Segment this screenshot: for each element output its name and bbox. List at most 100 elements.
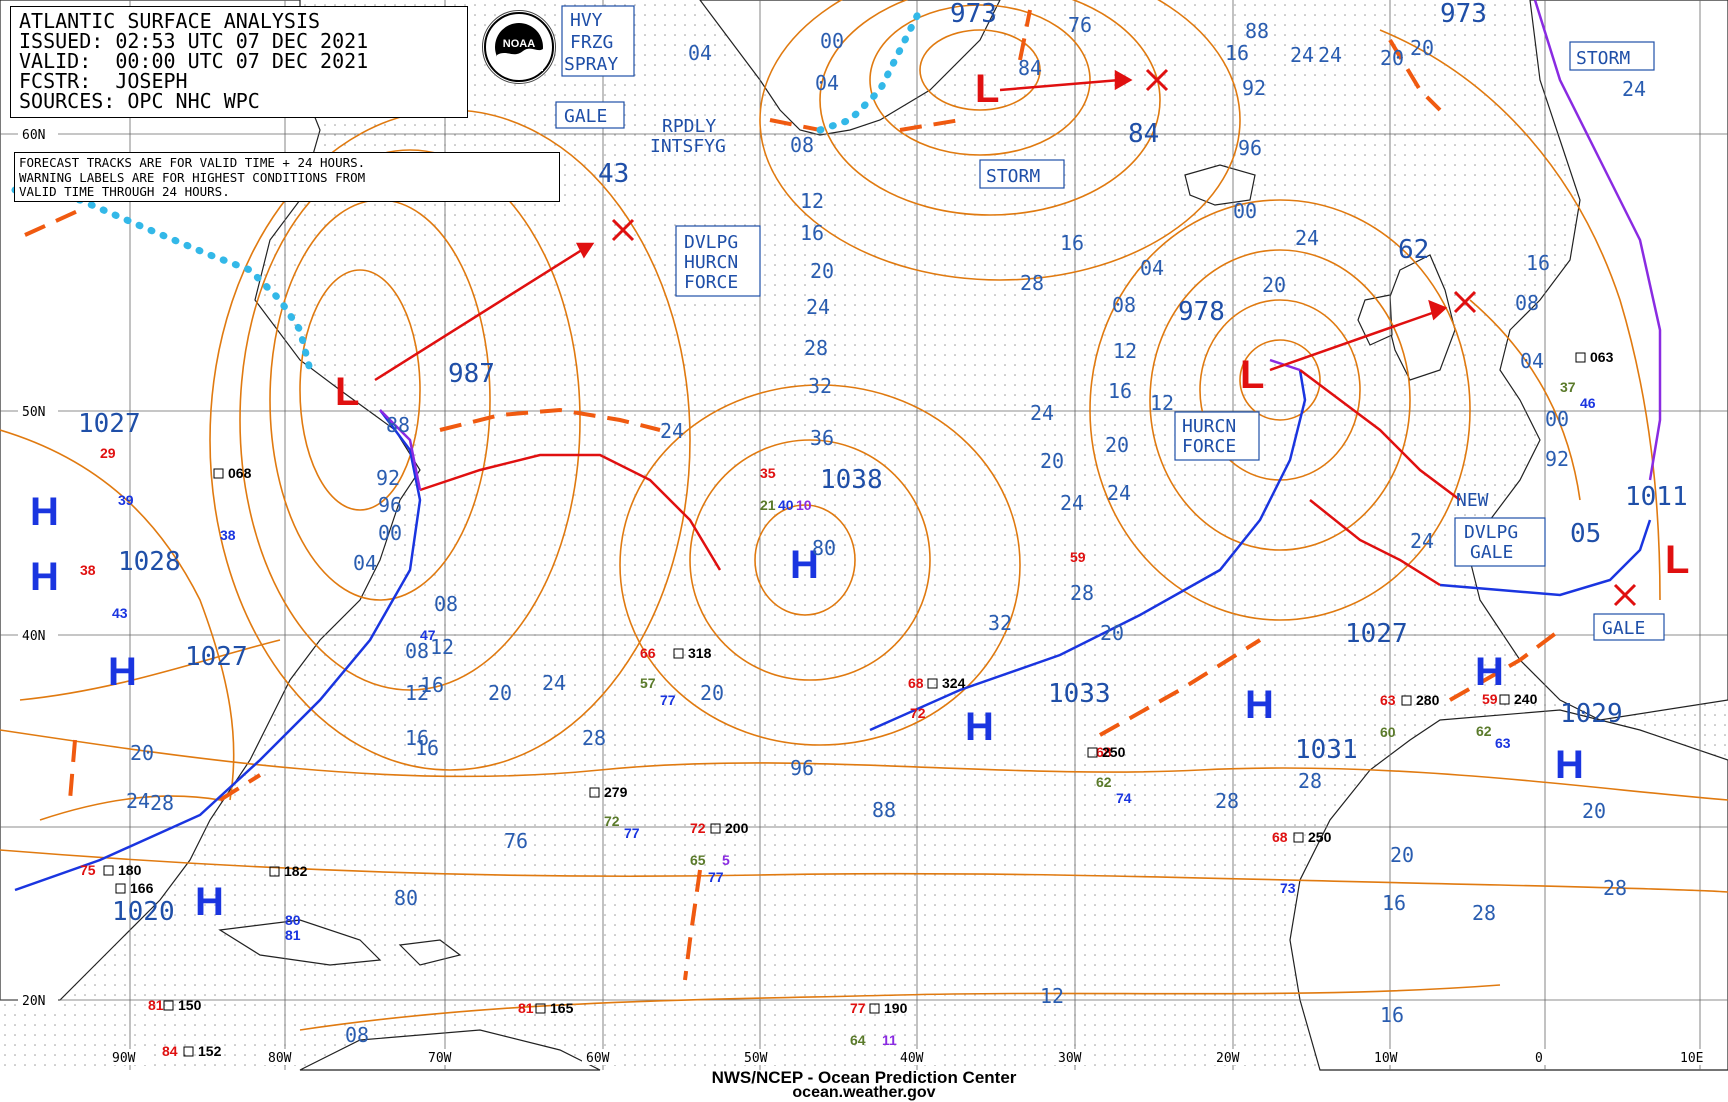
greenland-coast <box>699 0 1001 136</box>
isobar-label: 20 <box>1105 433 1129 457</box>
forecast-tracks <box>374 69 1448 382</box>
isobar-label: 96 <box>1238 136 1262 160</box>
note-line: WARNING LABELS ARE FOR HIGHEST CONDITION… <box>19 169 366 185</box>
isobar-label: 04 <box>353 551 377 575</box>
station-ship-icon <box>535 1003 546 1014</box>
station-ship-icon <box>1087 747 1098 758</box>
isobar-label: 24 <box>1030 401 1054 425</box>
station-obs-value: 47 <box>420 627 436 643</box>
pressure-value: 1038 <box>820 465 883 495</box>
station-obs-value: 68 <box>908 675 924 691</box>
isobar-label: 24 <box>1295 226 1319 250</box>
pressure-value: 1027 <box>1345 619 1408 649</box>
isobar-label: 04 <box>1520 349 1544 373</box>
noaa-logo-text: NOAA <box>503 38 535 50</box>
cold-fronts <box>14 369 1652 892</box>
station-obs-value: 66 <box>640 645 656 661</box>
high-center-symbol: H <box>30 555 59 599</box>
pressure-value: 1011 <box>1625 482 1688 512</box>
station-obs-value: 60 <box>1380 724 1396 740</box>
station-obs-value: 063 <box>1590 349 1614 365</box>
warning-label-line: HURCN <box>1182 416 1236 437</box>
cuba-coast <box>218 919 382 966</box>
isobar-label: 16 <box>420 673 444 697</box>
pressure-center-glyphs: L L L L H H H H H H H H H <box>30 67 1689 924</box>
sources: SOURCES: OPC NHC WPC <box>19 89 260 113</box>
isobar-label: 24 <box>1060 491 1084 515</box>
station-obs-value: 72 <box>690 820 706 836</box>
isobar-label: 16 <box>1225 41 1249 65</box>
station-obs-value: 63 <box>1495 735 1511 751</box>
isobar-label: 28 <box>1215 789 1239 813</box>
lon-label: 10E <box>1680 1051 1703 1066</box>
station-obs-value: 73 <box>1280 880 1296 896</box>
ireland-coast <box>1357 294 1393 346</box>
station-obs-value: 21 <box>760 497 776 513</box>
isobar-label: 28 <box>804 336 828 360</box>
high-center-symbol: H <box>1555 743 1584 787</box>
station-obs-value: 81 <box>518 1000 534 1016</box>
lat-lon-grid <box>0 0 1728 1070</box>
station-obs-value: 65 <box>690 852 706 868</box>
forecast-positions <box>611 68 1637 607</box>
station-obs-value: 182 <box>284 863 308 879</box>
warning-label-gale: GALE <box>564 106 607 127</box>
warning-label-new: NEW <box>1456 490 1489 511</box>
isobar-label: 20 <box>1410 36 1434 60</box>
station-obs-value: 64 <box>850 1032 866 1048</box>
station-obs-value: 279 <box>604 784 628 800</box>
lon-label: 10W <box>1374 1051 1398 1066</box>
lon-labels: 90W 80W 70W 60W 50W 40W 30W 20W 10W 0 10… <box>108 1049 1716 1066</box>
noaa-logo-icon: NOAA <box>482 10 556 84</box>
warm-fronts <box>419 369 1461 587</box>
low-center-symbol: L <box>1665 538 1689 582</box>
station-obs-value: 280 <box>1416 692 1440 708</box>
isobar-label: 80 <box>812 536 836 560</box>
station-ship-icon <box>115 883 126 894</box>
lon-label: 30W <box>1058 1051 1082 1066</box>
station-obs-value: 59 <box>1070 549 1086 565</box>
station-obs-value: 165 <box>550 1000 574 1016</box>
station-ship-icon <box>1293 832 1304 843</box>
isobar-label: 20 <box>810 259 834 283</box>
lat-label: 20N <box>22 994 45 1009</box>
valid-time: VALID: 00:00 UTC 07 DEC 2021 <box>19 49 369 73</box>
isobar-label: 28 <box>1472 901 1496 925</box>
isobar-label: 12 <box>405 681 429 705</box>
pressure-value: 1020 <box>112 897 175 927</box>
station-obs-value: 75 <box>80 862 96 878</box>
ice-edge <box>11 6 924 374</box>
isobar-label: 16 <box>1380 1003 1404 1027</box>
station-obs-value: 29 <box>100 445 116 461</box>
warning-label-storm: STORM <box>1576 48 1630 69</box>
isobar-label: 24 <box>806 295 830 319</box>
station-obs-value: 35 <box>760 465 776 481</box>
isobar-label: 16 <box>1060 231 1084 255</box>
isobar-label: 20 <box>1262 273 1286 297</box>
station-obs-value: 43 <box>112 605 128 621</box>
pressure-value: 1029 <box>1560 699 1623 729</box>
station-obs-value: 81 <box>285 927 301 943</box>
station-obs-value: 38 <box>220 527 236 543</box>
warning-label-line: FORCE <box>684 272 738 293</box>
station-obs-value: 37 <box>1560 379 1576 395</box>
high-center-symbol: H <box>108 650 137 694</box>
station-ship-icon <box>269 866 280 877</box>
station-obs-value: 59 <box>1482 691 1498 707</box>
warning-label-line: DVLPG <box>684 232 738 253</box>
isobar-label: 00 <box>378 521 402 545</box>
chart-title: ATLANTIC SURFACE ANALYSIS <box>19 9 321 33</box>
station-obs-value: 39 <box>118 492 134 508</box>
isobar-label: 24 <box>542 671 566 695</box>
isobar-label: 28 <box>1603 876 1627 900</box>
station-obs-value: 324 <box>942 675 966 691</box>
station-obs-value: 180 <box>118 862 142 878</box>
pressure-value: 987 <box>448 359 495 389</box>
footer-center-name: NWS/NCEP - Ocean Prediction Center <box>711 1068 1017 1087</box>
high-center-symbol: H <box>965 705 994 749</box>
isobar-label: 88 <box>386 413 410 437</box>
isobar-label: 28 <box>1070 581 1094 605</box>
isobar-label: 24 <box>1410 529 1434 553</box>
station-ship-icon <box>710 823 721 834</box>
station-obs-value: 190 <box>884 1000 908 1016</box>
